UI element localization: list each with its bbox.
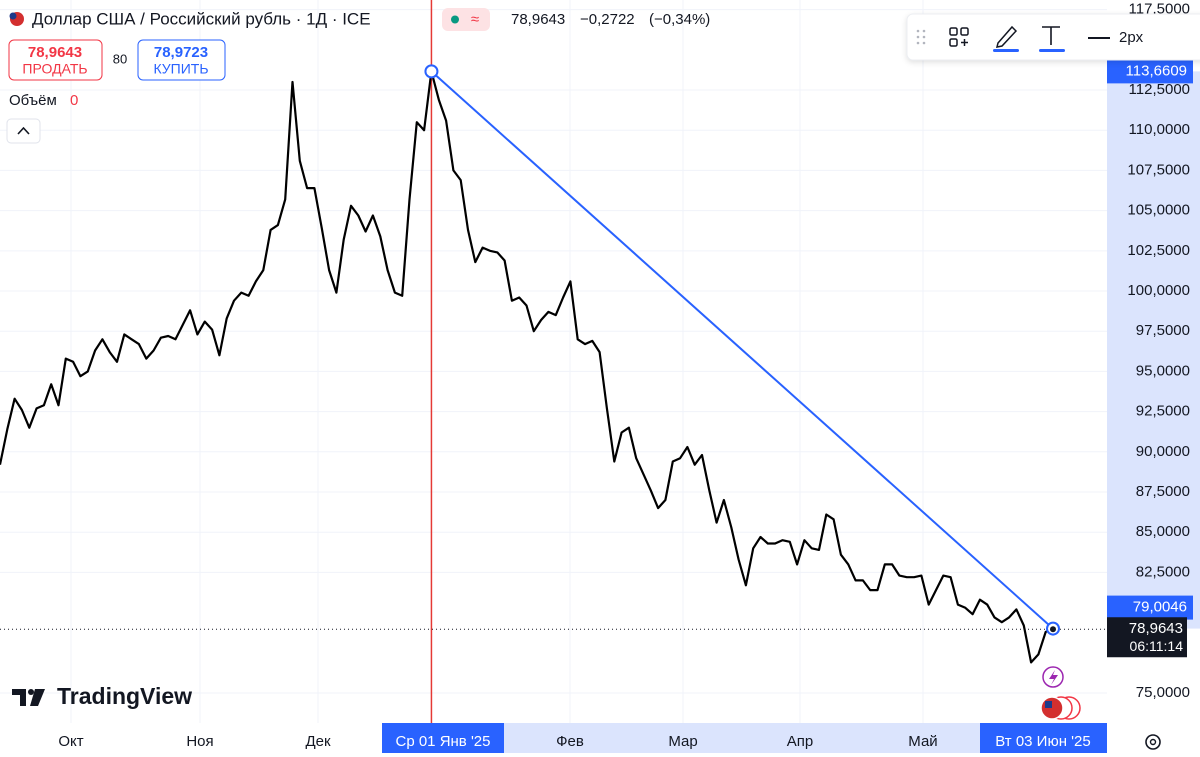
- spread: 80: [113, 51, 127, 66]
- sell-button[interactable]: [8, 39, 103, 81]
- drawing-toolbar: 2px: [906, 13, 1200, 61]
- buy-button[interactable]: [137, 39, 226, 81]
- price-line: [0, 70, 1054, 664]
- y-tick-label: 102,5000: [1127, 242, 1190, 259]
- trend-start-box: [1107, 59, 1193, 84]
- x-tick-label: Апр: [787, 733, 813, 750]
- grid: [0, 0, 1107, 723]
- price-range-band: [1107, 71, 1200, 629]
- symbol-flag: [9, 12, 24, 26]
- buy-price: 78,9723: [154, 44, 208, 61]
- quote-change: −0,2722: [580, 11, 635, 28]
- y-tick-label: 112,5000: [1129, 81, 1190, 98]
- last-date-box: [980, 723, 1107, 753]
- status-badge: ≈: [442, 8, 490, 31]
- last-price-label: 78,9643: [1129, 620, 1183, 637]
- line-width[interactable]: 2px: [1119, 29, 1144, 46]
- last-price-box: [1107, 617, 1187, 658]
- y-tick-label: 95,0000: [1136, 362, 1190, 379]
- y-tick-label: 75,0000: [1136, 684, 1190, 701]
- y-tick-label: 85,0000: [1136, 523, 1190, 540]
- crosshair-date: Ср 01 Янв '25: [396, 733, 491, 750]
- plot: [0, 0, 1107, 723]
- trend-end-box: [1107, 595, 1193, 620]
- logo: TradingView: [57, 683, 192, 709]
- y-tick-label: 97,5000: [1136, 322, 1190, 339]
- x-tick-label: Дек: [305, 733, 331, 750]
- quote-change-pct: (−0,34%): [649, 11, 710, 28]
- y-tick-label: 105,0000: [1127, 202, 1190, 219]
- x-tick-label: Мар: [668, 733, 697, 750]
- text-icon[interactable]: [1039, 26, 1065, 52]
- countdown: 06:11:14: [1130, 638, 1184, 654]
- trend-start-label: 113,6609: [1126, 62, 1187, 79]
- trend-end-label: 79,0046: [1133, 599, 1187, 616]
- volume-label: Объём: [9, 92, 57, 109]
- x-tick-label: Фев: [556, 733, 584, 750]
- templates-icon[interactable]: [949, 27, 969, 47]
- x-tick-label: Окт: [58, 733, 83, 750]
- quote-price: 78,9643: [511, 11, 565, 28]
- symbol-title: Доллар США / Российский рубль · 1Д · ICE: [32, 9, 371, 28]
- buy-label: КУПИТЬ: [153, 61, 208, 77]
- y-tick-label: 82,5000: [1136, 563, 1190, 580]
- color-icon[interactable]: [993, 25, 1019, 52]
- crosshair-date-box: [382, 723, 504, 753]
- x-tick-label: Ноя: [186, 733, 213, 750]
- y-tick-label: 110,0000: [1129, 121, 1190, 138]
- price-axis-labels: 117,5000 112,5000 110,0000 107,5000 105,0000…: [1107, 1, 1200, 701]
- sell-label: ПРОДАТЬ: [22, 61, 87, 77]
- time-axis-labels: Окт Ноя Дек Фев Мар Апр Май: [58, 733, 937, 750]
- settings-icon[interactable]: [1145, 734, 1161, 750]
- last-point: [1050, 626, 1056, 633]
- event-icons[interactable]: [1040, 666, 1081, 720]
- y-tick-label: 107,5000: [1127, 161, 1190, 178]
- y-tick-label: 92,5000: [1136, 403, 1190, 420]
- svg-text:≈: ≈: [471, 11, 479, 28]
- sell-price: 78,9643: [28, 44, 82, 61]
- time-range-band: [504, 723, 980, 753]
- volume-value: 0: [70, 92, 78, 109]
- y-tick-label: 117,5000: [1129, 1, 1190, 18]
- trend-handle[interactable]: [424, 64, 439, 79]
- logo-icon: [12, 689, 45, 706]
- x-tick-label: Май: [908, 733, 937, 750]
- last-date: Вт 03 Июн '25: [995, 733, 1090, 750]
- y-tick-label: 100,0000: [1127, 282, 1190, 299]
- collapse-button[interactable]: [6, 118, 41, 144]
- y-tick-label: 87,5000: [1136, 483, 1190, 500]
- trend-line: [430, 70, 1054, 630]
- y-tick-label: 90,0000: [1136, 443, 1190, 460]
